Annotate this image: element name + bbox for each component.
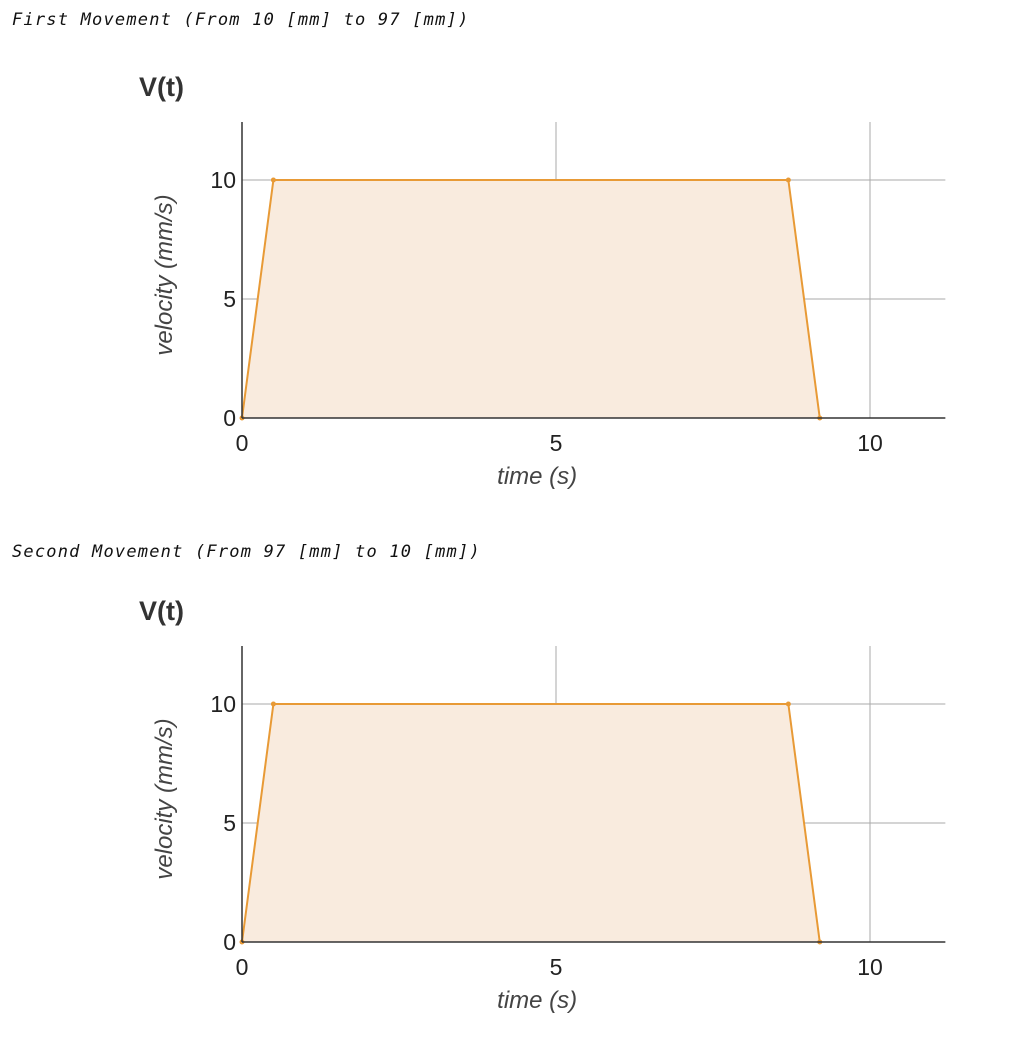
y-axis-label: velocity (mm/s) bbox=[151, 194, 178, 355]
y-axis-label: velocity (mm/s) bbox=[151, 718, 178, 879]
y-tick-label: 0 bbox=[223, 405, 236, 431]
data-point bbox=[785, 177, 791, 183]
velocity-chart-first-movement: V(t) velocity (mm/s) time (s) 0 5 10 0 5 10 bbox=[139, 72, 946, 490]
x-axis-label: time (s) bbox=[497, 463, 577, 490]
velocity-chart-second-movement: V(t) velocity (mm/s) time (s) 0 5 10 0 5 10 bbox=[139, 596, 946, 1014]
chart-title: V(t) bbox=[139, 72, 184, 102]
section-heading-first-movement: First Movement (From 10 [mm] to 97 [mm]) bbox=[12, 10, 470, 30]
velocity-line bbox=[241, 179, 821, 419]
y-tick-label: 5 bbox=[223, 286, 236, 312]
velocity-line bbox=[241, 703, 821, 943]
y-tick-label: 10 bbox=[210, 691, 236, 717]
y-tick-label: 10 bbox=[210, 167, 236, 193]
x-tick-label: 0 bbox=[236, 954, 249, 980]
section-heading-second-movement: Second Movement (From 97 [mm] to 10 [mm]… bbox=[12, 542, 481, 562]
x-tick-label: 10 bbox=[857, 954, 883, 980]
y-tick-label: 5 bbox=[223, 810, 236, 836]
chart-title: V(t) bbox=[139, 596, 184, 626]
y-tick-label: 0 bbox=[223, 929, 236, 955]
x-tick-label: 5 bbox=[550, 430, 563, 456]
area-fill bbox=[242, 704, 820, 942]
x-tick-label: 5 bbox=[550, 954, 563, 980]
x-axis-label: time (s) bbox=[497, 987, 577, 1014]
area-fill bbox=[242, 180, 820, 418]
data-point bbox=[270, 177, 276, 183]
data-point bbox=[270, 701, 276, 707]
data-point bbox=[785, 701, 791, 707]
x-tick-label: 0 bbox=[236, 430, 249, 456]
x-tick-label: 10 bbox=[857, 430, 883, 456]
